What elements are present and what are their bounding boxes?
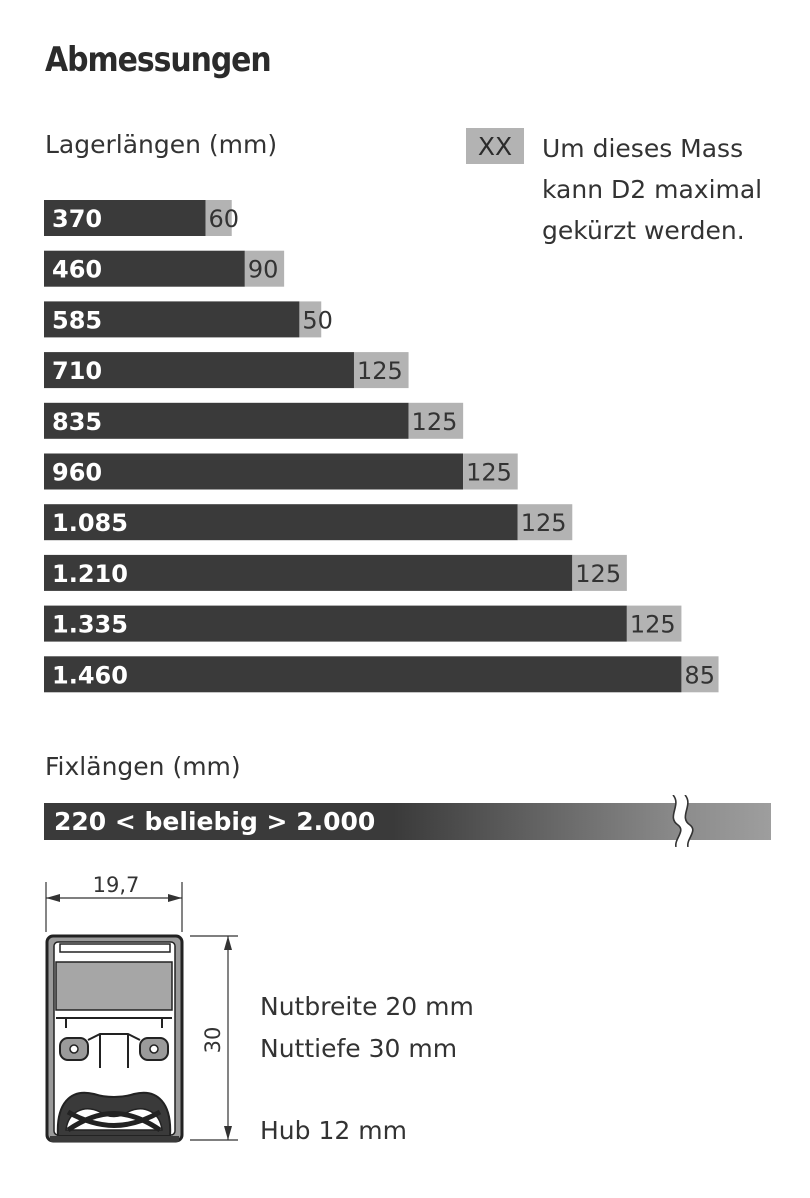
bar-shortening [572,554,627,591]
page-title: Abmessungen [45,40,272,80]
bar-shortening-label: 125 [357,357,403,385]
height-dimension-label: 30 [201,1027,225,1054]
bar-shortening [463,453,518,490]
legend-swatch: XX [466,128,524,164]
bar-category-label: 1.460 [52,661,128,689]
width-dimension-label: 19,7 [93,873,140,897]
bar-category-label: 370 [52,205,102,233]
bar-base [44,352,354,389]
bar-shortening [626,605,682,642]
bar-shortening-label: 60 [209,205,240,233]
bar-shortening-label: 85 [684,661,715,689]
bar-shortening-label: 90 [248,256,279,284]
fix-length-bar: 220 < beliebig > 2.000 [44,803,771,840]
bar-category-label: 960 [52,459,102,487]
bar-base [44,402,409,439]
bar-base [44,453,464,490]
bar-shortening-label: 125 [466,459,512,487]
bar-shortening-label: 50 [302,306,333,334]
fix-length-text: 220 < beliebig > 2.000 [54,807,376,836]
legend-text: Um dieses Mass kann D2 maximal gekürzt w… [542,134,763,245]
bar-category-label: 835 [52,408,102,436]
bar-shortening-label: 125 [521,509,567,537]
bar-shortening-label: 125 [630,611,676,639]
bar-shortening [205,200,232,236]
bar-base [44,200,206,236]
bar-shortening-label: 125 [575,560,621,588]
bar-shortening-label: 125 [412,408,458,436]
spec-nuttiefe: Nuttiefe 30 mm [260,1034,458,1063]
bar-category-label: 1.210 [52,560,128,588]
break-mark-icon [672,795,694,847]
lager-label: Lagerlängen (mm) [45,130,278,159]
bar-base [44,301,300,338]
bar-shortening [408,402,464,439]
bar-base [44,250,245,287]
bar-category-label: 710 [52,357,102,385]
spec-hub: Hub 12 mm [260,1116,407,1145]
bar-category-label: 585 [52,306,102,334]
bar-base [44,605,627,642]
bar-category-label: 1.335 [52,611,128,639]
bar-shortening [244,250,285,287]
profile-drawing: 19,7 30 [45,873,238,1143]
bar-category-label: 1.085 [52,509,128,537]
bar-shortening [299,301,322,338]
bar-base [44,554,573,591]
spec-nutbreite: Nutbreite 20 mm [260,992,474,1021]
bar-shortening [517,504,573,541]
bar-category-label: 460 [52,256,102,284]
fix-label: Fixlängen (mm) [45,752,241,781]
bar-base [44,656,682,693]
bar-base [44,504,518,541]
bar-shortening [353,352,409,389]
bar-shortening [681,656,719,693]
